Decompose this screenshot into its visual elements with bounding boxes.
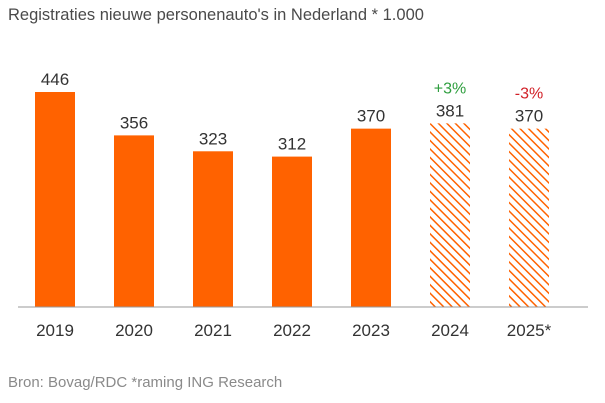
x-tick-label: 2020	[115, 321, 153, 340]
value-label: 323	[199, 129, 227, 148]
value-label: 370	[357, 107, 385, 126]
x-tick-label: 2019	[36, 321, 74, 340]
bar-2021	[193, 151, 233, 307]
source-note: Bron: Bovag/RDC *raming ING Research	[8, 374, 283, 391]
value-label: 356	[120, 113, 148, 132]
value-label: 312	[278, 135, 306, 154]
bar-2023	[351, 128, 391, 307]
bar-2025	[509, 128, 549, 307]
bar-2024	[430, 123, 470, 308]
chart-title: Registraties nieuwe personenauto's in Ne…	[8, 6, 424, 24]
value-label: 381	[436, 101, 464, 120]
change-label: +3%	[434, 80, 466, 97]
bar-2020	[114, 135, 154, 307]
bar-2019	[35, 92, 75, 307]
x-tick-label: 2023	[352, 321, 390, 340]
x-tick-label: 2022	[273, 321, 311, 340]
value-label: 370	[515, 107, 543, 126]
value-label: 446	[41, 70, 69, 89]
bar-2022	[272, 156, 312, 307]
x-tick-label: 2021	[194, 321, 232, 340]
x-tick-label: 2025*	[507, 321, 552, 340]
x-tick-label: 2024	[431, 321, 469, 340]
change-label: -3%	[515, 86, 543, 103]
